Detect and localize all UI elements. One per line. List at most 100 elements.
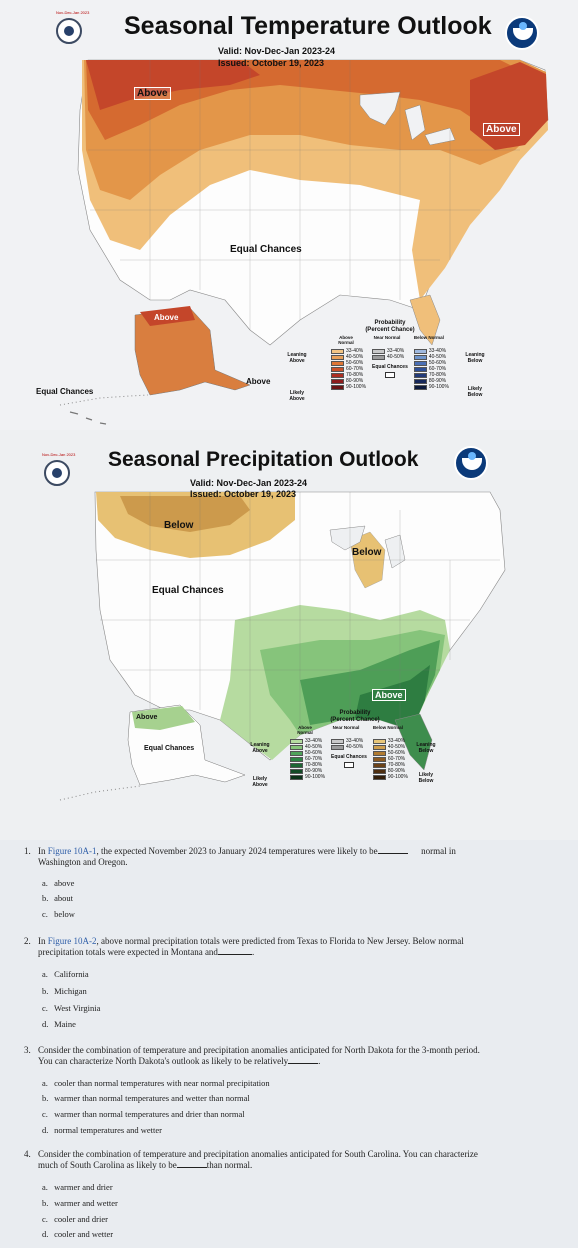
temp-legend-above-row: 80-90% xyxy=(331,378,366,384)
q1-option-c[interactable]: c. below xyxy=(42,909,75,920)
temp-label-above-ne: Above xyxy=(483,123,520,136)
q3-option-d[interactable]: d. normal temperatures and wetter xyxy=(42,1125,162,1136)
temp-legend-below-range-label: 33-40% xyxy=(428,348,447,354)
q2-option-b[interactable]: b. Michigan xyxy=(42,986,87,997)
precip-legend-near-swatch xyxy=(331,738,345,744)
precip-legend-near-row: 33-40% xyxy=(331,738,367,744)
q3-option-a[interactable]: a. cooler than normal temperatures with … xyxy=(42,1078,270,1089)
aleutians xyxy=(59,394,149,406)
option-text: warmer and wetter xyxy=(54,1198,118,1208)
figure-ref: Figure 10A-1 xyxy=(47,846,97,856)
temp-legend-above-swatch xyxy=(331,360,344,366)
precip-legend-below-swatch xyxy=(372,750,386,756)
answer-blank xyxy=(288,1063,319,1064)
precip-legend-above-swatch xyxy=(290,750,303,756)
q4-option-a[interactable]: a. warmer and drier xyxy=(42,1182,113,1193)
legend-likely-below: Likely Below xyxy=(418,772,434,784)
option-letter: b. xyxy=(42,986,49,996)
q4-option-b[interactable]: b. warmer and wetter xyxy=(42,1198,118,1209)
option-text: Maine xyxy=(54,1019,76,1029)
stem-text: . xyxy=(318,1056,321,1066)
precip-valid: Valid: Nov-Dec-Jan 2023-24 xyxy=(190,478,308,488)
q3-option-c[interactable]: c. warmer than normal temperatures and d… xyxy=(42,1109,245,1120)
precip-legend-below-row: 70-80% xyxy=(372,762,408,768)
q1-option-a[interactable]: a. above xyxy=(42,878,74,889)
option-text: warmer than normal temperatures and wett… xyxy=(54,1093,250,1103)
answer-blank xyxy=(176,1167,207,1168)
precip-legend-below-swatch xyxy=(372,744,386,750)
temp-legend-below-swatch xyxy=(413,354,427,360)
stem-text: In xyxy=(38,846,48,856)
q4-option-c[interactable]: c. cooler and drier xyxy=(42,1214,108,1225)
precip-legend-near-row: 40-50% xyxy=(331,744,367,750)
stem-text: , above normal precipitation totals were… xyxy=(96,936,464,946)
precip-legend-near-swatch xyxy=(331,744,345,750)
precip-legend-below-range-label: 40-50% xyxy=(387,744,406,750)
temp-legend-below-swatch xyxy=(413,360,427,366)
state-lines xyxy=(96,492,500,745)
option-letter: b. xyxy=(42,893,49,903)
precip-legend-above-row: 40-50% xyxy=(290,744,325,750)
option-text: California xyxy=(54,969,89,979)
precip-legend-above-swatch xyxy=(290,774,303,780)
option-letter: d. xyxy=(42,1229,49,1239)
precip-legend-above-swatch xyxy=(290,768,303,774)
precip-legend-above-row: 70-80% xyxy=(290,762,325,768)
temp-legend-above-range-label: 33-40% xyxy=(346,348,364,354)
temp-legend-above-range-label: 80-90% xyxy=(346,378,364,384)
option-text: cooler and drier xyxy=(54,1214,108,1224)
precip-legend-below-row: 50-60% xyxy=(372,750,408,756)
precip-legend: Probability (Percent Chance) Above Norma… xyxy=(250,710,460,788)
precip-legend-below-range-label: 33-40% xyxy=(387,738,406,744)
precipitation-outlook-map: Nov-Dec-Jan 2023 Seasonal Precipitation … xyxy=(0,430,578,840)
option-letter: a. xyxy=(42,969,48,979)
option-letter: c. xyxy=(42,1003,48,1013)
q2-option-c[interactable]: c. West Virginia xyxy=(42,1003,100,1014)
temp-legend-below-range-label: 80-90% xyxy=(428,378,447,384)
precip-legend-below-row: 33-40% xyxy=(372,738,408,744)
legend-below-header: Below Normal xyxy=(372,725,403,730)
precip-badge-date: Nov-Dec-Jan 2023 xyxy=(42,452,76,457)
temp-legend-below-row: 40-50% xyxy=(413,354,449,360)
precip-legend-below-row: 90-100% xyxy=(372,774,408,780)
option-letter: c. xyxy=(42,909,48,919)
temp-issued: Issued: October 19, 2023 xyxy=(218,58,325,68)
legend-above-col: Above Normal 33-40% 40-50% 50-60% 60-70% 70-… xyxy=(331,335,366,390)
option-letter: d. xyxy=(42,1019,49,1029)
temp-legend-above-range-label: 90-100% xyxy=(346,384,367,390)
temp-legend-above-row: 33-40% xyxy=(331,348,366,354)
temp-legend: Probability (Percent Chance) Above Norma… xyxy=(285,320,495,402)
q3-option-b[interactable]: b. warmer than normal temperatures and w… xyxy=(42,1093,250,1104)
temp-label-above-alaska: Above xyxy=(152,313,181,322)
legend-equal-swatch xyxy=(343,762,354,768)
legend-near-header: Near Normal xyxy=(332,725,360,730)
q2-option-d[interactable]: d. Maine xyxy=(42,1019,76,1030)
temp-legend-below-swatch xyxy=(413,378,427,384)
legend-above-header: Above Normal xyxy=(297,725,313,735)
precip-map-title: Seasonal Precipitation Outlook xyxy=(108,448,419,471)
temp-legend-above-swatch xyxy=(331,384,344,390)
option-text: above xyxy=(54,878,75,888)
doc-seal-icon xyxy=(44,460,70,486)
temp-label-above-nw: Above xyxy=(134,87,171,100)
precip-label-below-michigan: Below xyxy=(352,547,382,558)
temp-label-equal-chances-hawaii: Equal Chances xyxy=(36,387,94,396)
q1-option-b[interactable]: b. about xyxy=(42,893,73,904)
precip-legend-below-range-label: 90-100% xyxy=(387,774,408,780)
option-text: cooler than normal temperatures with nea… xyxy=(54,1078,270,1088)
question-2: 2. In Figure 10A-2, above normal precipi… xyxy=(24,936,546,958)
temp-legend-above-swatch xyxy=(331,348,344,354)
q4-option-d[interactable]: d. cooler and wetter xyxy=(42,1229,113,1240)
option-text: cooler and wetter xyxy=(54,1229,114,1239)
precip-legend-near-range-label: 33-40% xyxy=(346,738,364,744)
precip-legend-below-row: 60-70% xyxy=(372,756,408,762)
q2-option-a[interactable]: a. California xyxy=(42,969,89,980)
temp-legend-above-range-label: 50-60% xyxy=(346,360,364,366)
precip-label-above-alaska: Above xyxy=(136,714,158,721)
precip-legend-below-swatch xyxy=(372,774,386,780)
temp-legend-above-range-label: 60-70% xyxy=(346,366,364,372)
stem-text: precipitation totals were expected in Mo… xyxy=(38,947,218,957)
option-text: normal temperatures and wetter xyxy=(54,1125,162,1135)
option-text: warmer and drier xyxy=(54,1182,113,1192)
question-stem: Consider the combination of temperature … xyxy=(26,1045,546,1067)
